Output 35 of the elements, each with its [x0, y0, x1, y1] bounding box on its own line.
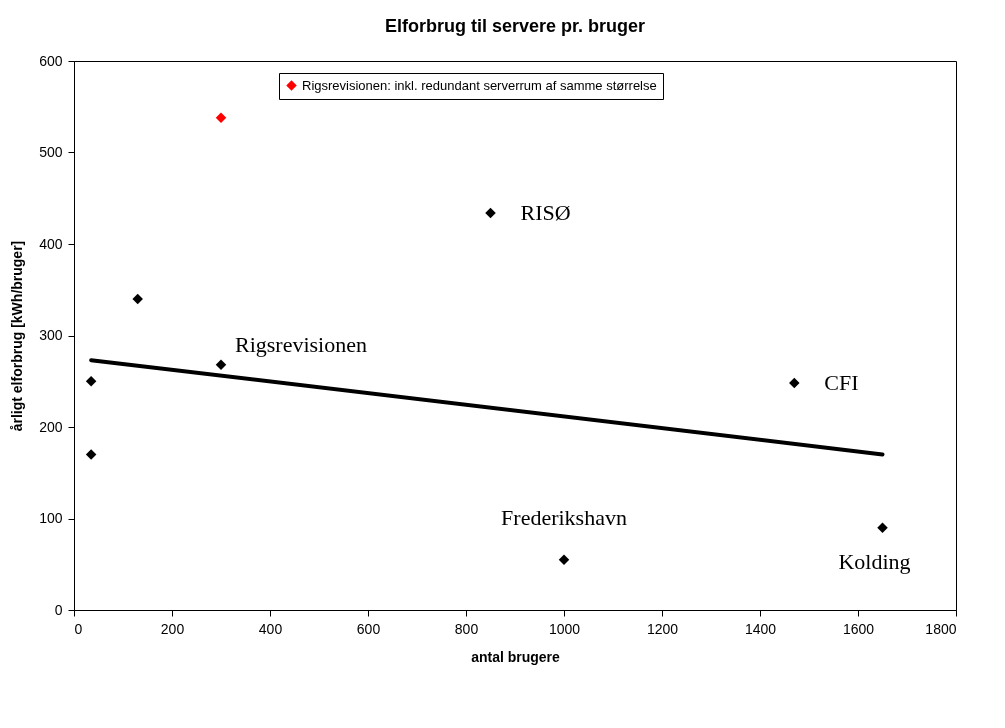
point [558, 554, 570, 565]
y-tick-label: 300 [39, 327, 63, 343]
y-tick-label: 200 [39, 418, 63, 435]
chart-title: Elforbrug til servere pr. bruger [384, 16, 646, 36]
point [85, 449, 97, 460]
y-tick-label: 400 [39, 235, 63, 252]
y-tick-label: 100 [39, 510, 63, 526]
y-axis-title: årligt elforbrug [kWh/bruger] [9, 240, 26, 432]
point [132, 293, 143, 305]
y-tick-label: 0 [54, 601, 63, 618]
point [877, 522, 888, 533]
x-tick-label: 1400 [744, 620, 777, 637]
point [215, 359, 227, 371]
x-tick-label: 1800 [925, 620, 957, 637]
x-tick-label: 600 [356, 620, 381, 637]
annotation: Rigsrevisionen [235, 331, 367, 357]
annotation: Kolding [838, 548, 911, 574]
y-tick-label: 500 [39, 144, 63, 160]
point [789, 377, 800, 389]
x-tick-label: 800 [454, 620, 479, 637]
point [85, 376, 97, 387]
x-axis-title: antal brugere [471, 648, 561, 665]
annotation: Frederikshavn [501, 504, 627, 530]
point [215, 112, 227, 123]
annotation: CFI [824, 370, 859, 396]
x-tick-label: 200 [160, 620, 185, 637]
x-tick-label: 400 [258, 620, 283, 637]
legend-label: Rigsrevisionen: inkl. redundant serverrum af samme størrelse [302, 77, 657, 93]
annotation: RISØ [520, 199, 571, 225]
x-tick-label: 1000 [548, 620, 581, 637]
x-tick-label: 0 [74, 620, 83, 637]
x-tick-label: 1200 [646, 620, 679, 637]
x-tick-label: 1600 [842, 620, 875, 637]
y-tick-label: 600 [39, 52, 63, 69]
point [485, 207, 496, 219]
